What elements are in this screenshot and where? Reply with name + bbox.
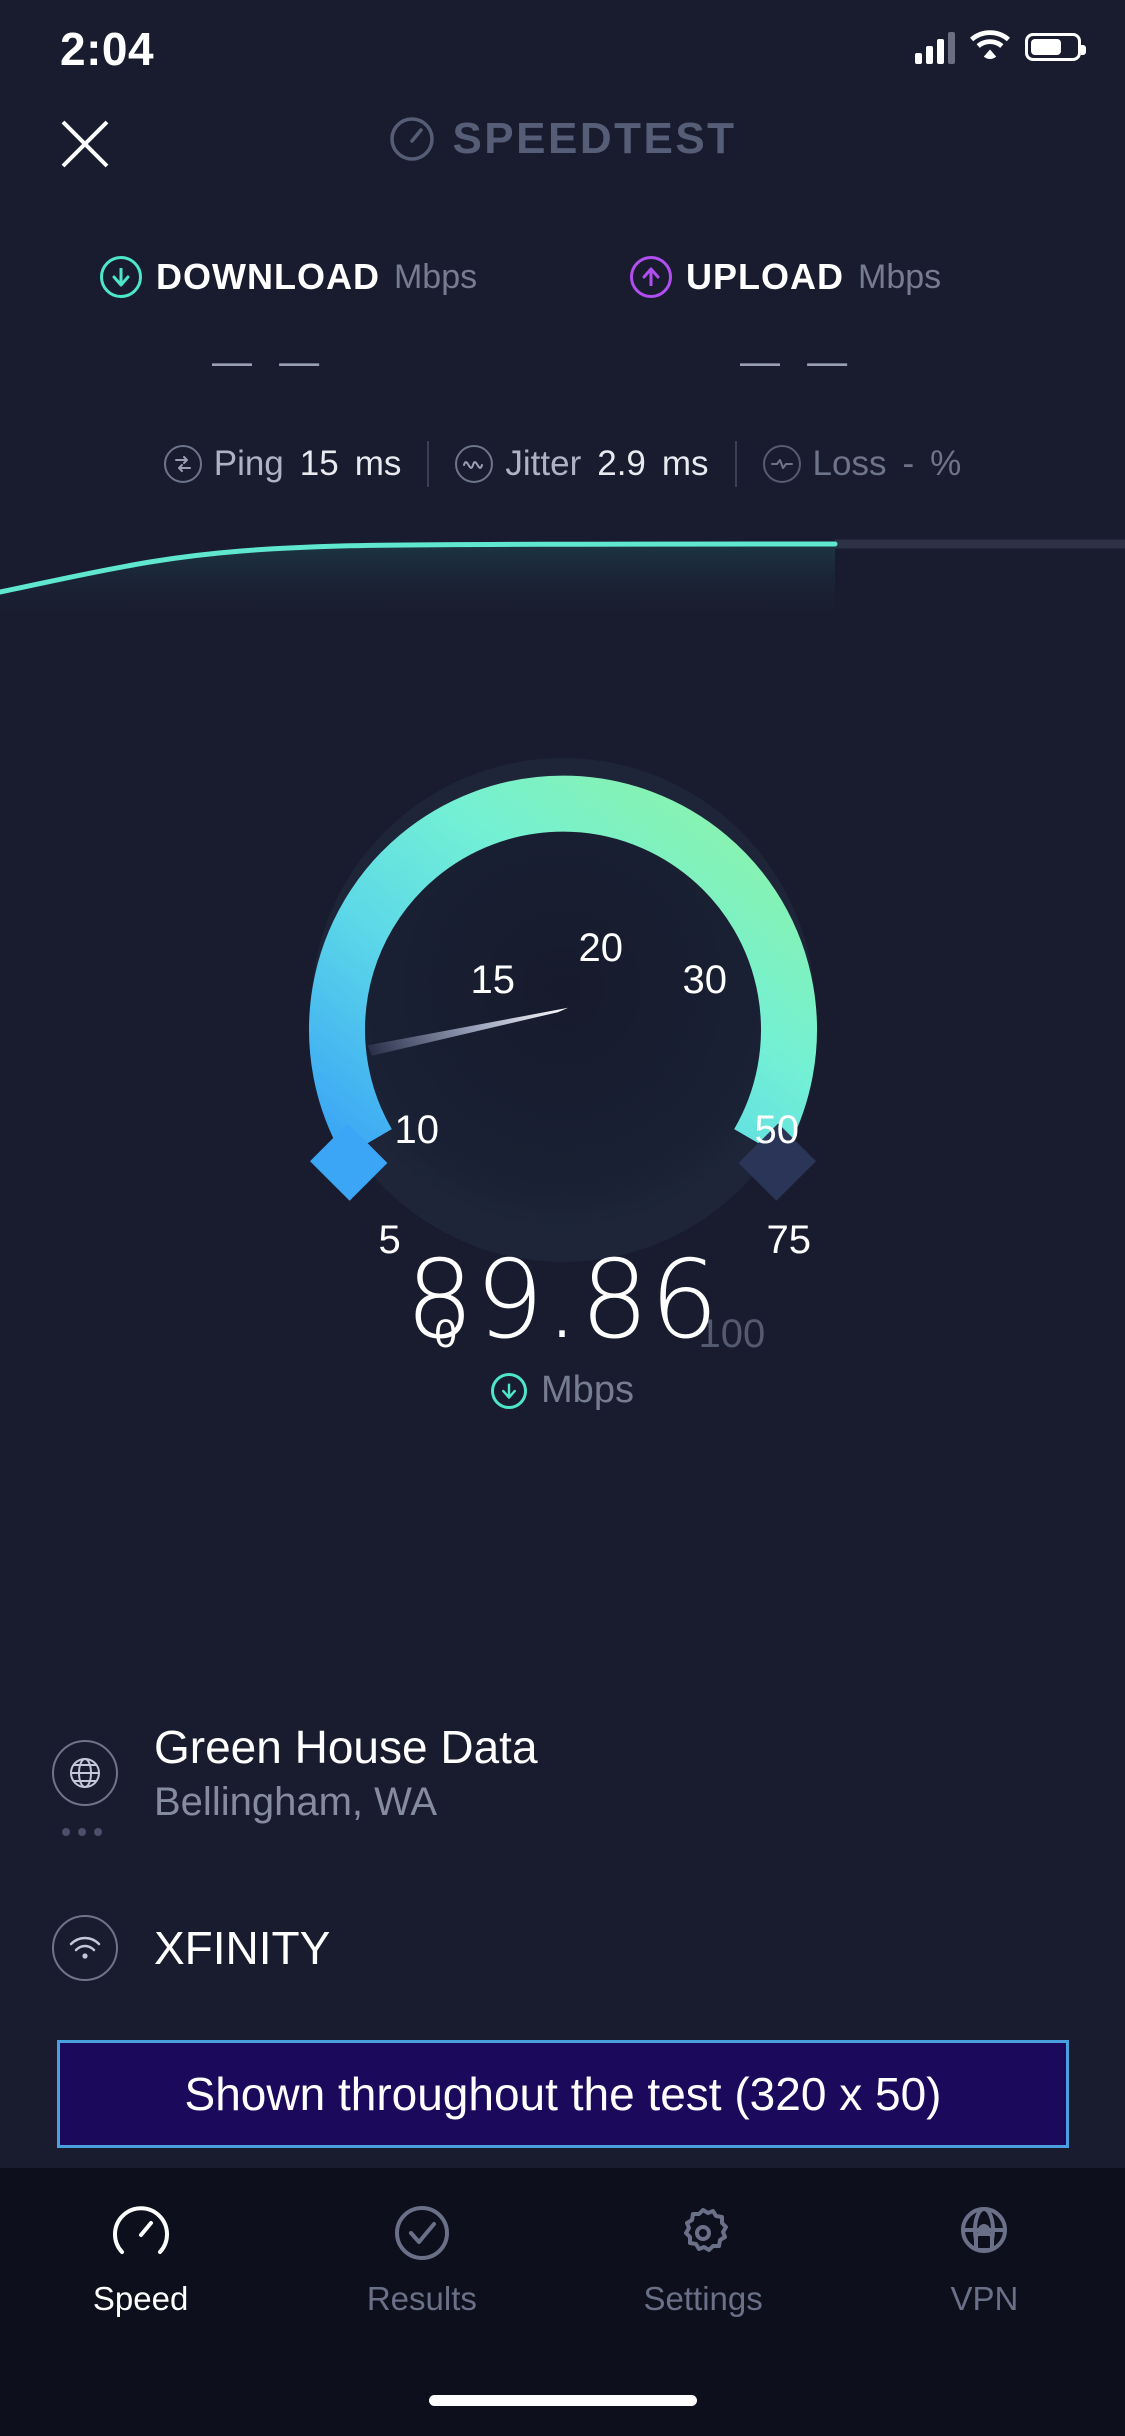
wifi-icon [969, 28, 1011, 65]
server-location: Bellingham, WA [154, 1780, 438, 1824]
arrow-down-circle-icon [491, 1372, 528, 1409]
tab-results-label: Results [366, 2280, 477, 2317]
jitter-stat: Jitter 2.9 ms [429, 444, 734, 484]
download-metric-header: DOWNLOAD Mbps [100, 256, 477, 298]
gauge-arc-start-cap [309, 1123, 387, 1201]
gauge-value-arc [308, 775, 817, 1158]
jitter-icon [455, 445, 494, 483]
jitter-label: Jitter [505, 444, 582, 483]
gauge-tick-15: 15 [470, 958, 516, 1002]
isp-name: XFINITY [154, 1922, 331, 1974]
brand-logo: SPEEDTEST [0, 104, 1125, 174]
download-unit: Mbps [393, 257, 478, 296]
current-speed-value: 89.86 [405, 1238, 720, 1363]
ping-label: Ping [213, 444, 284, 483]
connection-stats-row: Ping 15 ms Jitter 2.9 ms Loss - % [0, 437, 1125, 491]
gear-icon [684, 2208, 729, 2252]
gauge-track-remainder [738, 1123, 816, 1201]
globe-icon [52, 1739, 118, 1806]
upload-label: UPLOAD [686, 256, 844, 297]
brand-title: SPEEDTEST [452, 114, 737, 163]
loss-icon [762, 445, 801, 483]
gauge-tick-30: 30 [682, 958, 728, 1002]
loss-unit: % [930, 444, 962, 483]
divider [734, 441, 737, 487]
speedtest-gauge-icon [390, 117, 435, 161]
close-icon [61, 120, 109, 168]
sparkline-svg [0, 539, 1125, 610]
throughput-sparkline-chart [0, 500, 1125, 610]
gauge-tick-100: 100 [698, 1312, 766, 1356]
gauge-tick-10: 10 [394, 1108, 440, 1152]
speed-metrics-header: DOWNLOAD Mbps UPLOAD Mbps [0, 256, 1125, 312]
upload-value: — — [740, 340, 856, 384]
home-indicator [428, 2395, 697, 2406]
upload-unit: Mbps [858, 257, 942, 296]
ad-banner[interactable]: Shown throughout the test (320 x 50) [57, 2040, 1069, 2148]
speed-gauge: 10 15 20 30 50 5 75 0 100 [243, 690, 883, 1356]
gauge-needle [367, 1007, 568, 1056]
wifi-icon [52, 1915, 118, 1981]
gauge-tick-20: 20 [578, 926, 624, 970]
ping-unit: ms [354, 444, 402, 483]
gauge-readout: 89.86 Mbps [0, 1238, 1125, 1412]
current-speed-unit-row: Mbps [0, 1369, 1125, 1412]
gauge-svg [308, 758, 817, 1262]
globe-lock-icon [961, 2207, 1008, 2253]
current-speed-unit: Mbps [541, 1369, 634, 1411]
status-bar-indicators [915, 28, 1086, 65]
bottom-tab-bar: Speed Results Settings VPN [0, 2168, 1125, 2436]
close-button[interactable] [40, 100, 130, 188]
download-value: — — [212, 340, 328, 384]
cellular-bars-icon [915, 30, 955, 64]
isp-row[interactable]: XFINITY [0, 1915, 1125, 1981]
sparkline-area [0, 544, 835, 610]
divider [427, 441, 430, 487]
tab-vpn[interactable]: VPN [844, 2202, 1125, 2318]
loss-stat: Loss - % [737, 444, 988, 484]
server-row[interactable]: Green House Data Bellingham, WA [0, 1720, 1125, 1836]
server-name: Green House Data [154, 1721, 538, 1773]
gauge-tick-50: 50 [754, 1108, 800, 1152]
speedometer-icon [112, 2206, 169, 2254]
tab-settings-label: Settings [643, 2280, 763, 2317]
jitter-unit: ms [661, 444, 709, 483]
sparkline-line [0, 541, 838, 595]
tab-vpn-label: VPN [950, 2280, 1019, 2317]
ad-banner-text: Shown throughout the test (320 x 50) [184, 2068, 942, 2120]
download-label: DOWNLOAD [156, 256, 380, 297]
check-circle-icon [394, 2206, 449, 2260]
battery-icon [1025, 32, 1086, 61]
ping-stat: Ping 15 ms [138, 444, 428, 484]
loss-value: - [902, 444, 915, 483]
connection-info: Green House Data Bellingham, WA XFINITY [0, 1720, 1125, 1981]
jitter-value: 2.9 [597, 444, 646, 483]
status-bar: 2:04 [0, 0, 1125, 100]
speed-metric-values: — — — — [0, 340, 1125, 390]
more-dots-icon[interactable] [62, 1828, 102, 1836]
ping-value: 15 [299, 444, 339, 483]
gauge-tick-75: 75 [766, 1218, 812, 1262]
gauge-tick-5: 5 [378, 1218, 401, 1262]
tab-speed[interactable]: Speed [0, 2202, 281, 2318]
arrow-down-circle-icon [100, 256, 142, 298]
tab-results[interactable]: Results [281, 2202, 562, 2318]
upload-metric-header: UPLOAD Mbps [630, 256, 941, 298]
tab-speed-label: Speed [92, 2280, 189, 2317]
loss-label: Loss [812, 444, 887, 483]
ping-icon [163, 445, 202, 483]
status-bar-time: 2:04 [60, 23, 155, 75]
tab-settings[interactable]: Settings [563, 2202, 844, 2318]
arrow-up-circle-icon [630, 256, 672, 298]
gauge-tick-0: 0 [434, 1312, 457, 1356]
